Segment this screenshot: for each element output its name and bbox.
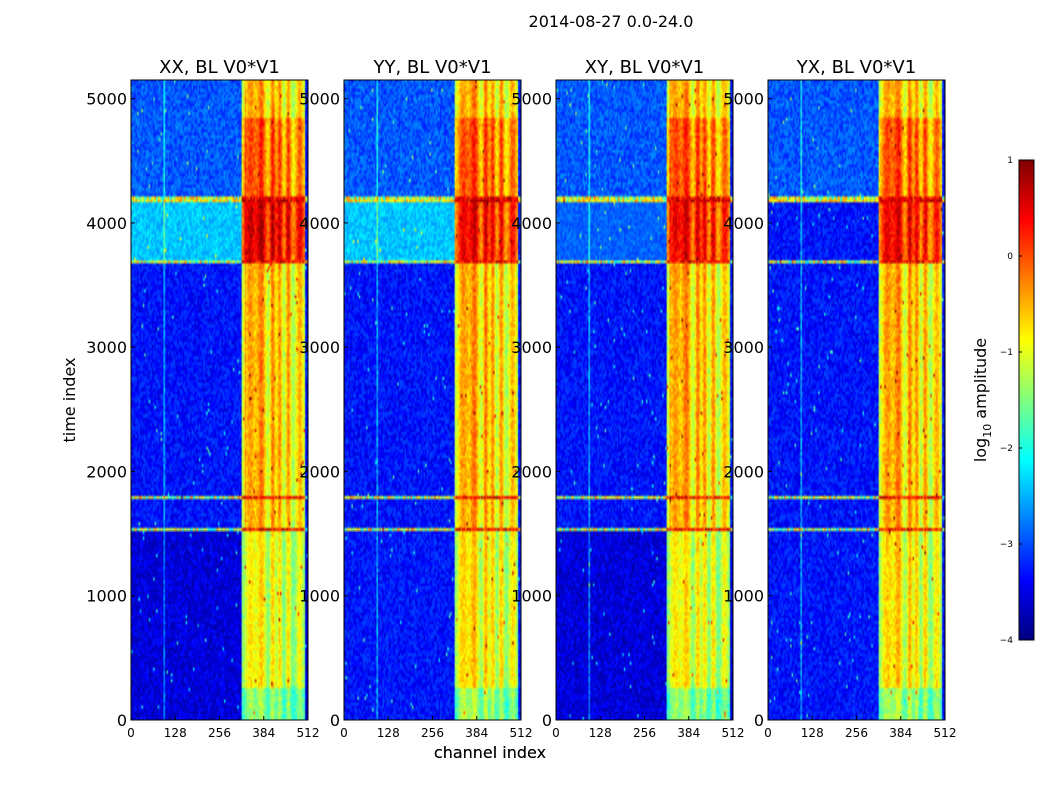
colorbar-tick-label: −2 <box>1000 444 1013 454</box>
y-tick-label: 5000 <box>86 90 127 109</box>
colorbar <box>1018 159 1035 641</box>
y-tick-label: 4000 <box>723 214 764 233</box>
y-tick-label: 0 <box>754 711 764 730</box>
y-tick-label: 3000 <box>299 338 340 357</box>
y-tick-label: 1000 <box>723 587 764 606</box>
panel-title-2: YY, BL V0*V1 <box>372 57 491 78</box>
x-tick-label: 0 <box>127 726 135 740</box>
colorbar-tick-label: −3 <box>1000 540 1013 550</box>
x-tick-label: 128 <box>164 726 187 740</box>
x-tick-label: 0 <box>552 726 560 740</box>
x-tick-label: 512 <box>297 726 320 740</box>
y-tick-label: 1000 <box>86 587 127 606</box>
y-tick-label: 0 <box>117 711 127 730</box>
x-tick-label: 0 <box>764 726 772 740</box>
y-tick-label: 3000 <box>723 338 764 357</box>
y-axis-label: time index <box>60 357 79 442</box>
x-tick-label: 256 <box>633 726 656 740</box>
x-tick-label: 256 <box>208 726 231 740</box>
y-tick-label: 5000 <box>723 90 764 109</box>
y-tick-label: 4000 <box>86 214 127 233</box>
panel-title-3: XY, BL V0*V1 <box>585 57 704 78</box>
x-tick-label: 384 <box>465 726 488 740</box>
colorbar-tick-label: 0 <box>1007 252 1013 262</box>
y-tick-label: 4000 <box>511 214 552 233</box>
y-tick-label: 1000 <box>511 587 552 606</box>
x-tick-label: 128 <box>801 726 824 740</box>
y-tick-label: 2000 <box>86 462 127 481</box>
x-axis-label: channel index <box>434 743 546 762</box>
x-tick-label: 512 <box>510 726 533 740</box>
x-tick-label: 256 <box>421 726 444 740</box>
heatmap-image-3 <box>556 80 733 720</box>
y-tick-label: 3000 <box>86 338 127 357</box>
x-tick-label: 128 <box>589 726 612 740</box>
y-tick-label: 4000 <box>299 214 340 233</box>
y-tick-label: 5000 <box>511 90 552 109</box>
x-tick-label: 128 <box>377 726 400 740</box>
heatmap-image-1 <box>131 80 308 720</box>
x-tick-label: 384 <box>252 726 275 740</box>
colorbar-tick-label: −4 <box>1000 636 1014 646</box>
panel-title-4: YX, BL V0*V1 <box>796 57 916 78</box>
y-tick-label: 3000 <box>511 338 552 357</box>
figure-suptitle: 2014-08-27 0.0-24.0 <box>528 12 694 31</box>
y-tick-label: 2000 <box>511 462 552 481</box>
panel-title-1: XX, BL V0*V1 <box>159 57 280 78</box>
heatmap-image-2 <box>344 80 521 720</box>
y-tick-label: 1000 <box>299 587 340 606</box>
heatmap-image-4 <box>768 80 945 720</box>
x-tick-label: 512 <box>934 726 957 740</box>
x-tick-label: 384 <box>677 726 700 740</box>
x-tick-label: 256 <box>845 726 868 740</box>
colorbar-tick-label: −1 <box>1000 348 1013 358</box>
y-tick-label: 2000 <box>723 462 764 481</box>
x-axis-label: channel index <box>434 743 546 762</box>
x-tick-label: 0 <box>340 726 348 740</box>
y-tick-label: 0 <box>542 711 552 730</box>
y-tick-label: 0 <box>330 711 340 730</box>
x-tick-label: 512 <box>722 726 745 740</box>
y-tick-label: 2000 <box>299 462 340 481</box>
colorbar-label: log10 amplitude <box>971 338 994 462</box>
colorbar-tick-label: 1 <box>1007 156 1013 166</box>
y-tick-label: 5000 <box>299 90 340 109</box>
x-tick-label: 384 <box>889 726 912 740</box>
